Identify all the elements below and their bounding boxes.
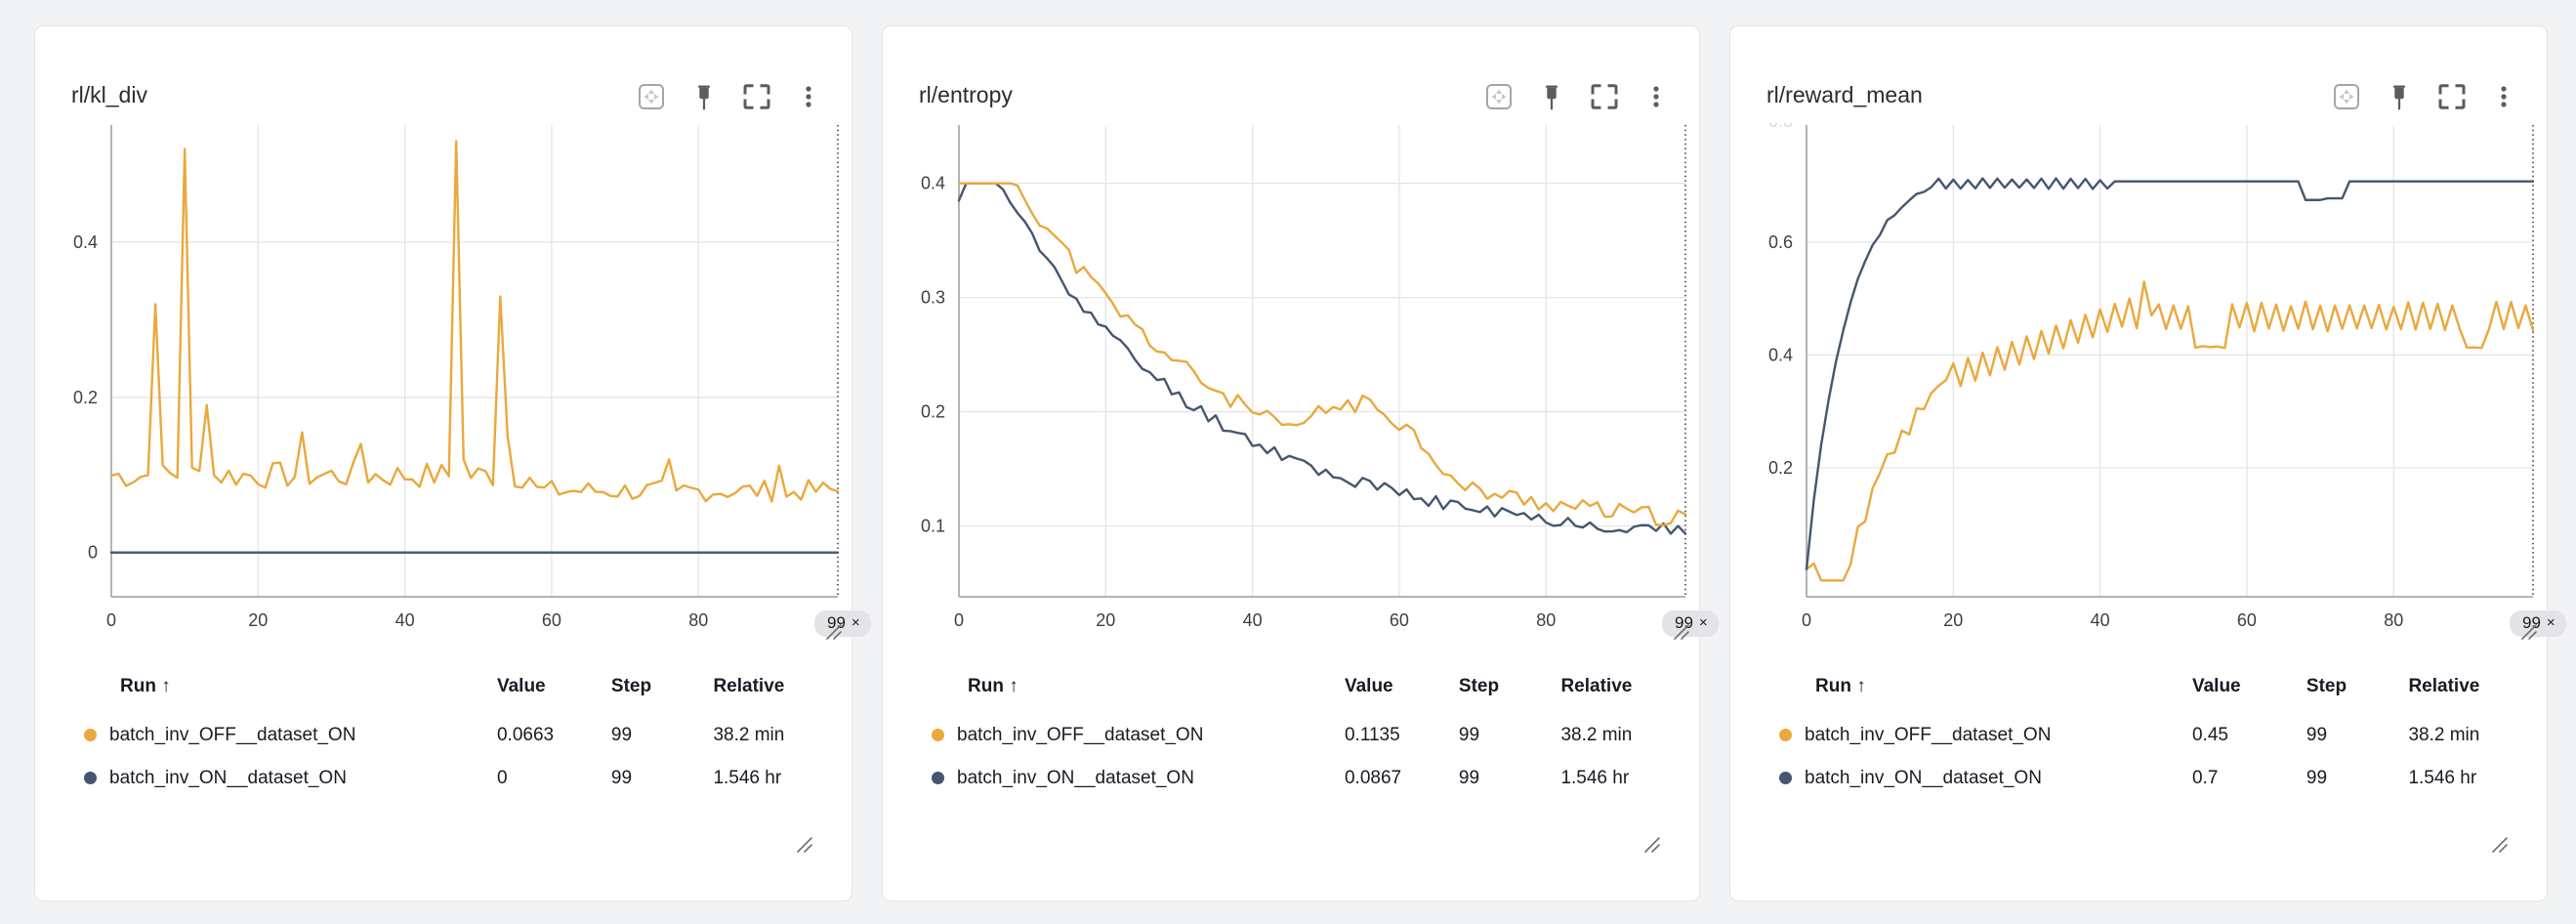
svg-text:0.1: 0.1 xyxy=(921,516,945,535)
svg-text:20: 20 xyxy=(1096,610,1115,630)
svg-text:80: 80 xyxy=(688,610,708,630)
svg-text:0.6: 0.6 xyxy=(1768,232,1793,252)
svg-text:40: 40 xyxy=(1243,610,1263,630)
svg-text:0: 0 xyxy=(1802,610,1811,630)
svg-text:0.2: 0.2 xyxy=(1768,458,1793,478)
svg-text:0: 0 xyxy=(954,610,964,630)
svg-text:20: 20 xyxy=(248,610,268,630)
svg-text:80: 80 xyxy=(1536,610,1556,630)
svg-text:0.4: 0.4 xyxy=(73,232,98,252)
svg-text:0.8: 0.8 xyxy=(1768,123,1793,131)
svg-text:0: 0 xyxy=(106,610,116,630)
svg-text:0.3: 0.3 xyxy=(921,288,945,308)
svg-text:60: 60 xyxy=(542,610,561,630)
svg-text:40: 40 xyxy=(2091,610,2110,630)
svg-text:60: 60 xyxy=(2237,610,2257,630)
svg-text:0.2: 0.2 xyxy=(73,388,98,407)
svg-text:80: 80 xyxy=(2384,610,2403,630)
svg-text:0: 0 xyxy=(88,543,98,563)
svg-text:0.2: 0.2 xyxy=(921,402,945,422)
svg-text:20: 20 xyxy=(1943,610,1963,630)
svg-text:0.4: 0.4 xyxy=(1768,345,1793,364)
svg-text:60: 60 xyxy=(1390,610,1409,630)
svg-text:40: 40 xyxy=(395,610,415,630)
svg-text:0.4: 0.4 xyxy=(921,174,945,193)
